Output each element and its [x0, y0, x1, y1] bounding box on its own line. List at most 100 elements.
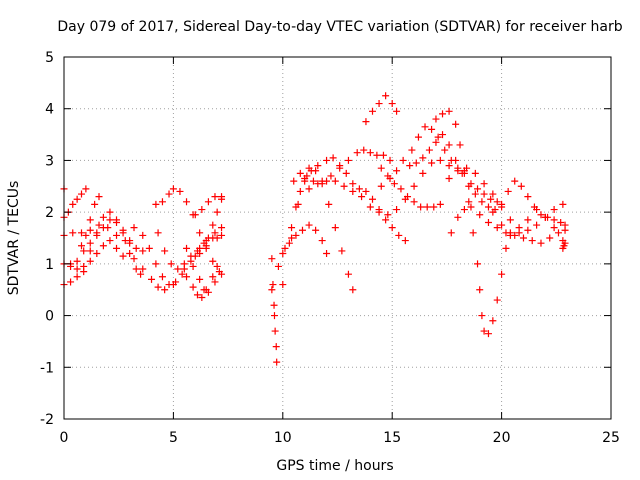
series-track-11 — [152, 185, 223, 276]
data-point — [484, 203, 492, 211]
data-point — [218, 195, 226, 203]
data-point — [80, 268, 88, 276]
data-point — [550, 206, 558, 214]
data-point — [270, 312, 278, 320]
data-point — [353, 149, 361, 157]
series-track-26 — [432, 107, 514, 338]
data-point — [480, 180, 488, 188]
data-point — [537, 211, 545, 219]
data-point — [369, 107, 377, 115]
data-point — [478, 198, 486, 206]
data-point — [349, 187, 357, 195]
data-point — [493, 198, 501, 206]
data-point — [489, 317, 497, 325]
data-point — [211, 278, 219, 286]
data-point — [269, 281, 277, 289]
series-track-28 — [447, 203, 569, 247]
data-point — [517, 182, 525, 190]
x-axis-title: GPS time / hours — [276, 458, 393, 474]
data-point — [340, 182, 348, 190]
data-point — [445, 162, 453, 170]
y-tick-label: -2 — [40, 412, 54, 428]
data-point — [375, 100, 383, 108]
data-point — [176, 187, 184, 195]
data-point — [454, 213, 462, 221]
data-point — [268, 255, 276, 263]
data-point — [86, 226, 94, 234]
data-point — [463, 164, 471, 172]
data-point — [524, 226, 532, 234]
data-point — [126, 237, 134, 245]
data-point — [388, 224, 396, 232]
data-point — [130, 255, 138, 263]
data-point — [73, 195, 81, 203]
data-point — [408, 146, 416, 154]
data-point — [73, 257, 81, 265]
data-point — [198, 206, 206, 214]
data-point — [404, 193, 412, 201]
series-track-23 — [377, 164, 444, 211]
data-point — [271, 327, 279, 335]
data-point — [119, 229, 127, 237]
data-point — [379, 151, 387, 159]
data-point — [78, 190, 86, 198]
data-point — [557, 218, 565, 226]
data-point — [130, 224, 138, 232]
series-track-07 — [78, 193, 103, 250]
data-point — [550, 216, 558, 224]
data-point — [145, 244, 153, 252]
data-point — [189, 262, 197, 270]
data-point — [119, 252, 127, 260]
data-point — [445, 175, 453, 183]
data-point — [270, 301, 278, 309]
data-point — [460, 206, 468, 214]
data-point — [290, 177, 298, 185]
data-point — [193, 291, 201, 299]
data-point — [183, 273, 191, 281]
data-point — [113, 216, 121, 224]
data-point — [377, 164, 385, 172]
data-point — [132, 265, 140, 273]
data-point — [395, 231, 403, 239]
data-point — [93, 250, 101, 258]
data-point — [169, 185, 177, 193]
data-point — [386, 156, 394, 164]
data-point — [158, 273, 166, 281]
data-point — [524, 193, 532, 201]
data-point — [327, 172, 335, 180]
data-point — [432, 115, 440, 123]
data-point — [546, 234, 554, 242]
data-point — [382, 92, 390, 100]
data-point — [218, 231, 226, 239]
data-point — [139, 247, 147, 255]
data-point — [86, 257, 94, 265]
data-point — [325, 200, 333, 208]
data-point — [375, 208, 383, 216]
data-point — [272, 343, 280, 351]
data-point — [393, 167, 401, 175]
grid-lines — [64, 57, 611, 419]
data-point — [410, 198, 418, 206]
data-point — [180, 260, 188, 268]
data-point — [412, 159, 420, 167]
data-point — [183, 198, 191, 206]
data-point — [355, 185, 363, 193]
y-tick-label: 0 — [45, 309, 54, 325]
data-point — [314, 162, 322, 170]
data-point — [428, 125, 436, 133]
data-point — [454, 167, 462, 175]
data-point — [99, 224, 107, 232]
data-point — [393, 107, 401, 115]
data-point — [161, 247, 169, 255]
x-tick-label: 5 — [169, 430, 178, 446]
data-point — [285, 239, 293, 247]
data-point — [279, 250, 287, 258]
data-point — [169, 281, 177, 289]
data-point — [489, 208, 497, 216]
series-track-25 — [406, 131, 569, 229]
data-point — [274, 262, 282, 270]
data-point — [323, 156, 331, 164]
data-point — [489, 190, 497, 198]
data-point — [436, 156, 444, 164]
data-point — [471, 169, 479, 177]
